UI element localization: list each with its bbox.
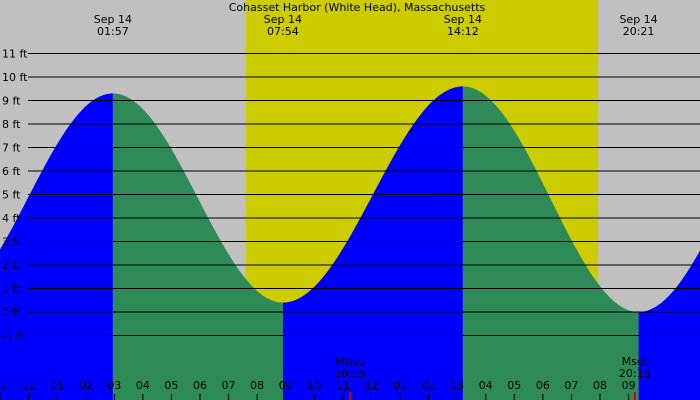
y-tick-label: 0 ft <box>2 306 21 319</box>
y-tick-label: 9 ft <box>2 95 21 108</box>
extreme-date-label: Sep 14 <box>94 13 132 26</box>
x-tick-label: 08 <box>593 379 607 392</box>
x-tick-label: 11 <box>0 379 7 392</box>
x-tick-label: 11 <box>336 379 350 392</box>
y-tick-label: 8 ft <box>2 118 21 131</box>
y-tick-label: 11 ft <box>2 48 28 61</box>
x-tick-label: 06 <box>536 379 550 392</box>
y-tick-label: 7 ft <box>2 142 21 155</box>
x-tick-label: 04 <box>479 379 493 392</box>
extreme-time-label: 20:21 <box>623 25 655 38</box>
extreme-time-label: 07:54 <box>267 25 299 38</box>
chart-title: Cohasset Harbor (White Head), Massachuse… <box>229 1 486 14</box>
x-tick-label: 03 <box>107 379 121 392</box>
current-time-marker: + <box>407 125 416 138</box>
rising-tide-area <box>282 86 463 400</box>
moon-event-time: 20:13 <box>619 367 651 380</box>
x-tick-label: 02 <box>79 379 93 392</box>
extreme-date-label: Sep 14 <box>264 13 302 26</box>
extreme-time-label: 01:57 <box>97 25 129 38</box>
x-tick-label: 01 <box>393 379 407 392</box>
x-tick-label: 01 <box>50 379 64 392</box>
extreme-date-label: Sep 14 <box>444 13 482 26</box>
y-tick-label: 5 ft <box>2 189 21 202</box>
x-tick-label: 12 <box>22 379 36 392</box>
y-axis-labels: -1 ft 0 ft 1 ft 2 ft 3 ft 4 ft 5 ft 6 ft 7 ft 8 f… <box>2 48 28 343</box>
falling-tide-area <box>462 86 639 400</box>
x-tick-label: 07 <box>222 379 236 392</box>
y-tick-label: 1 ft <box>2 283 21 296</box>
x-tick-label: 06 <box>193 379 207 392</box>
x-tick-label: 08 <box>250 379 264 392</box>
x-tick-label: 10 <box>307 379 321 392</box>
moon-event-label: Mset <box>622 355 649 368</box>
y-tick-label: 10 ft <box>2 71 28 84</box>
x-tick-label: 03 <box>450 379 464 392</box>
rising-tide-area <box>638 250 700 400</box>
rising-tide-area <box>0 93 113 400</box>
x-tick-label: 05 <box>507 379 521 392</box>
y-tick-label: 2 ft <box>2 259 21 272</box>
x-tick-label: 09 <box>622 379 636 392</box>
extreme-time-label: 14:12 <box>447 25 479 38</box>
tide-areas <box>0 86 700 400</box>
x-tick-label: 12 <box>364 379 378 392</box>
moon-event-time: 10:15 <box>334 367 366 380</box>
y-tick-label: 3 ft <box>2 236 21 249</box>
falling-tide-area <box>112 93 283 400</box>
x-tick-label: 02 <box>422 379 436 392</box>
x-axis-labels: 11 12 01 02 03 04 05 06 07 08 09 10 11 12 01 02 03 04 05 06… <box>0 379 636 400</box>
y-tick-label: -1 ft <box>2 330 25 343</box>
x-tick-label: 09 <box>279 379 293 392</box>
moon-event-label: Mrise <box>335 355 365 368</box>
y-tick-label: 6 ft <box>2 165 21 178</box>
x-tick-label: 05 <box>164 379 178 392</box>
extreme-date-label: Sep 14 <box>619 13 657 26</box>
y-tick-label: 4 ft <box>2 212 21 225</box>
gridlines <box>28 53 700 336</box>
x-tick-label: 07 <box>564 379 578 392</box>
x-tick-label: 04 <box>136 379 150 392</box>
